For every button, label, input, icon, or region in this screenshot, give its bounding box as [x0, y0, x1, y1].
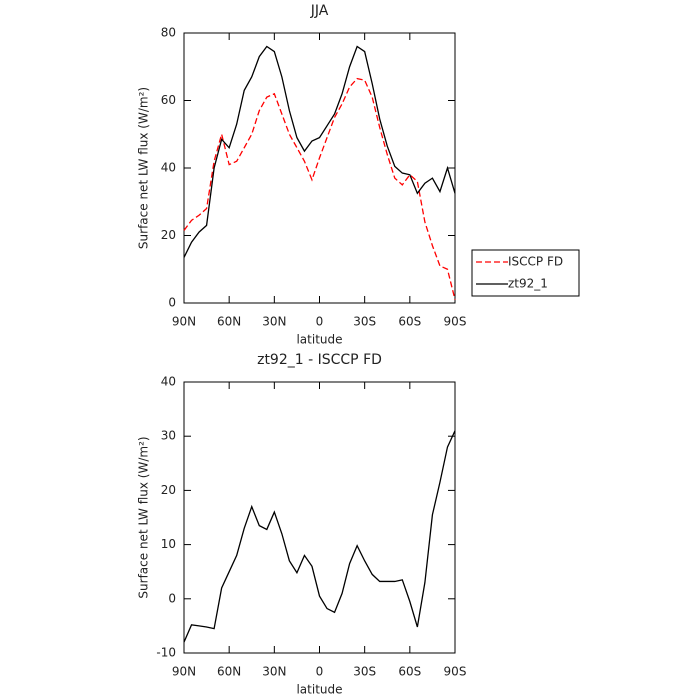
- x-axis-label: latitude: [296, 683, 342, 697]
- x-tick-label: 90N: [172, 315, 196, 329]
- x-tick-label: 30N: [262, 315, 286, 329]
- x-tick-label: 30S: [353, 665, 376, 679]
- x-tick-label: 90S: [444, 665, 467, 679]
- legend-box: [471, 249, 580, 297]
- legend-label: zt92_1: [508, 277, 548, 291]
- y-tick-label: 40: [161, 161, 176, 175]
- chart-title: zt92_1 - ISCCP FD: [257, 352, 382, 368]
- x-tick-label: 0: [316, 315, 324, 329]
- plot-frame: [183, 381, 456, 654]
- legend-label: ISCCP FD: [508, 255, 563, 269]
- y-axis-label: Surface net LW flux (W/m²): [137, 436, 151, 598]
- y-tick-label: 40: [161, 375, 176, 389]
- x-tick-label: 60S: [398, 665, 421, 679]
- x-tick-label: 30N: [262, 665, 286, 679]
- data-line: [183, 430, 456, 643]
- x-tick-label: 60N: [217, 315, 241, 329]
- x-tick-label: 60N: [217, 665, 241, 679]
- plot-frame: [183, 32, 456, 304]
- y-tick-label: 80: [161, 26, 176, 40]
- x-tick-label: 0: [316, 665, 324, 679]
- y-tick-label: 60: [161, 93, 176, 107]
- x-tick-label: 60S: [398, 315, 421, 329]
- x-tick-label: 90N: [172, 665, 196, 679]
- x-tick-label: 90S: [444, 315, 467, 329]
- y-tick-label: 20: [161, 228, 176, 242]
- y-tick-label: 30: [161, 429, 176, 443]
- data-line: [183, 45, 456, 258]
- data-line: [183, 77, 456, 300]
- y-tick-label: 10: [161, 537, 176, 551]
- y-tick-label: 0: [168, 296, 176, 310]
- x-axis-label: latitude: [296, 333, 342, 347]
- y-tick-label: -10: [156, 646, 176, 660]
- y-tick-label: 20: [161, 483, 176, 497]
- x-tick-label: 30S: [353, 315, 376, 329]
- y-tick-label: 0: [168, 591, 176, 605]
- chart-title: JJA: [310, 3, 329, 19]
- y-axis-label: Surface net LW flux (W/m²): [137, 87, 151, 249]
